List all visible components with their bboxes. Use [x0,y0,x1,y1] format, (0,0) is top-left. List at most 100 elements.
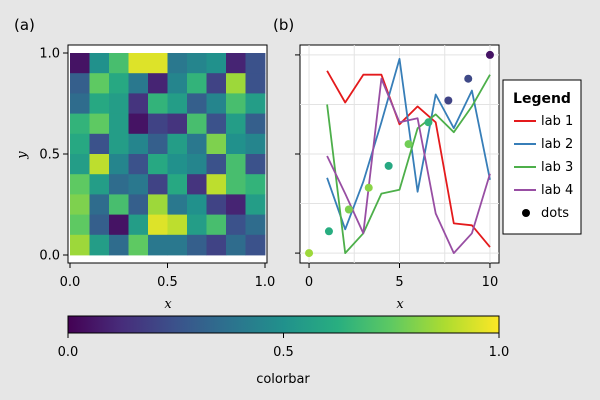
heatmap-x-tick-label: 0.5 [157,275,178,290]
colorbar: 0.0 0.5 1.0 colorbar [58,315,510,387]
heatmap-x-tick-label: 1.0 [255,275,276,290]
heatmap-cell [109,93,129,114]
heatmap-cell [70,234,90,256]
heatmap-cell [245,174,266,195]
line-axes: 0 5 10 x [295,44,500,312]
heatmap-y-tick-label: 0.0 [39,249,60,264]
heatmap-axes: 0.0 0.5 1.0 0.0 0.5 1.0 x y [15,44,276,312]
series-line-lab-2 [326,58,491,231]
colorbar-tick-label: 0.5 [273,345,294,360]
heatmap-cell [226,214,246,236]
heatmap-cell [109,214,129,236]
heatmap-cell [128,73,149,94]
line-x-tick-label: 0 [305,275,313,290]
heatmap-cell [109,154,129,175]
line-x-tick-label: 5 [395,275,403,290]
heatmap-cell [167,194,188,215]
legend-label: lab 2 [541,137,573,152]
heatmap-cell [167,73,188,94]
heatmap-cell [226,53,246,74]
heatmap-cell [128,214,149,236]
heatmap-cell [206,93,227,114]
heatmap-y-label: y [15,151,30,160]
heatmap-cell [226,194,246,215]
heatmap-cell [70,93,90,114]
heatmap-cell [109,194,129,215]
series-line-lab-1 [326,70,491,248]
heatmap-cell [148,234,168,256]
line-y-ticks [295,54,300,254]
heatmap-cell [206,214,227,236]
heatmap-cell [148,214,168,236]
scatter-point [464,74,473,83]
heatmap-cell [70,214,90,236]
scatter-point [485,50,494,59]
heatmap-cell [187,93,207,114]
heatmap-cell [70,53,90,74]
legend-marker [522,209,530,217]
heatmap-cell [109,113,129,135]
legend-box [502,79,582,235]
heatmap-cell [245,154,266,175]
scatter-point [424,118,433,127]
heatmap-cell [245,53,266,74]
heatmap-cell [245,194,266,215]
legend-label: lab 4 [541,183,573,198]
heatmap-cell [109,53,129,74]
heatmap-cell [128,113,149,135]
heatmap-cell [245,93,266,114]
heatmap-cell [70,194,90,215]
heatmap-cell [148,194,168,215]
heatmap-cell [226,133,246,155]
heatmap-cell [148,133,168,155]
legend-title: Legend [513,91,571,107]
scatter-point [344,205,353,214]
heatmap-cell [167,174,188,195]
colorbar-gradient [67,315,500,334]
heatmap-cell [206,53,227,74]
heatmap-cell [226,93,246,114]
heatmap-cell [89,73,110,94]
heatmap-cell [128,194,149,215]
heatmap-cell [89,113,110,135]
heatmap-cell [89,154,110,175]
scatter-dots [305,50,494,258]
heatmap-x-label: x [164,297,172,312]
series-line-lab-4 [326,77,491,255]
colorbar-tick-label: 0.0 [58,345,79,360]
heatmap-cell [245,133,266,155]
heatmap-cell [167,214,188,236]
heatmap-cell [89,53,110,74]
heatmap-cell [70,133,90,155]
heatmap-cell [245,113,266,135]
heatmap-cell [148,93,168,114]
legend-label: lab 3 [541,160,573,175]
heatmap-cell [187,73,207,94]
colorbar-label: colorbar [256,372,310,387]
panel-a-label: (a) [14,16,35,34]
heatmap-cell [128,234,149,256]
legend-label: dots [541,206,569,221]
heatmap-cell [206,174,227,195]
heatmap-cell [89,214,110,236]
heatmap-cell [167,133,188,155]
heatmap-cell [187,154,207,175]
colorbar-tick-label: 1.0 [489,345,510,360]
panel-b-label: (b) [273,16,294,34]
scatter-point [384,161,393,170]
heatmap-cell [167,53,188,74]
heatmap-cell [206,194,227,215]
scatter-point [444,96,453,105]
heatmap-cell [187,194,207,215]
heatmap-x-tick-label: 0.0 [60,275,81,290]
scatter-point [404,140,413,149]
heatmap-cells [70,53,266,256]
heatmap-cell [109,234,129,256]
heatmap-cell [89,93,110,114]
heatmap-cell [245,234,266,256]
heatmap-cell [206,73,227,94]
scatter-point [324,227,333,236]
heatmap-y-ticks: 0.0 0.5 1.0 [39,47,68,264]
line-series [326,58,491,255]
